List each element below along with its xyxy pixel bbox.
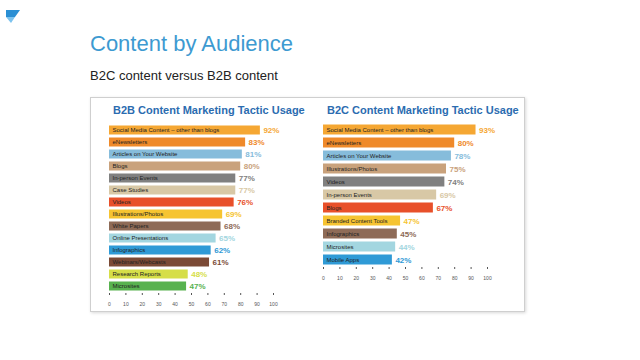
- svg-text:93%: 93%: [479, 126, 495, 135]
- svg-text:Infographics: Infographics: [113, 247, 146, 253]
- svg-text:10: 10: [337, 275, 343, 281]
- svg-text:69%: 69%: [226, 210, 242, 219]
- svg-text:40: 40: [172, 301, 178, 307]
- svg-text:48%: 48%: [191, 270, 207, 279]
- svg-text:61%: 61%: [213, 258, 229, 267]
- svg-text:62%: 62%: [214, 246, 230, 255]
- svg-text:45%: 45%: [400, 230, 416, 239]
- svg-text:80: 80: [238, 301, 244, 307]
- svg-text:Case Studies: Case Studies: [113, 187, 149, 193]
- svg-text:70: 70: [222, 301, 228, 307]
- svg-text:Research Reports: Research Reports: [113, 271, 161, 277]
- svg-text:Articles on Your Website: Articles on Your Website: [327, 153, 393, 159]
- svg-text:83%: 83%: [249, 138, 265, 147]
- html-text:B2C content versus B2B content: B2C content versus B2B content: [90, 68, 278, 83]
- svg-text:74%: 74%: [448, 178, 464, 187]
- svg-text:60: 60: [419, 275, 425, 281]
- svg-text:40: 40: [386, 275, 392, 281]
- svg-text:80%: 80%: [244, 162, 260, 171]
- svg-text:50: 50: [189, 301, 195, 307]
- svg-text:60: 60: [205, 301, 211, 307]
- svg-text:90: 90: [254, 301, 260, 307]
- svg-text:Videos: Videos: [327, 179, 345, 185]
- svg-text:10: 10: [123, 301, 129, 307]
- svg-text:69%: 69%: [440, 191, 456, 200]
- svg-text:44%: 44%: [399, 243, 415, 252]
- svg-text:20: 20: [140, 301, 146, 307]
- svg-text:Microsites: Microsites: [327, 244, 354, 250]
- svg-text:Blogs: Blogs: [113, 163, 128, 169]
- svg-text:Mobile Apps: Mobile Apps: [327, 257, 360, 263]
- svg-text:47%: 47%: [190, 282, 206, 291]
- svg-text:Social Media Content – other t: Social Media Content – other than blogs: [113, 127, 220, 133]
- svg-text:50: 50: [403, 275, 409, 281]
- svg-text:Blogs: Blogs: [327, 205, 342, 211]
- svg-text:42%: 42%: [395, 256, 411, 265]
- svg-text:30: 30: [370, 275, 376, 281]
- svg-text:Infographics: Infographics: [327, 231, 360, 237]
- svg-text:92%: 92%: [263, 126, 279, 135]
- svg-text:68%: 68%: [224, 222, 240, 231]
- svg-text:eNewsletters: eNewsletters: [327, 140, 362, 146]
- svg-text:Videos: Videos: [113, 199, 131, 205]
- svg-text:Articles on Your Website: Articles on Your Website: [113, 151, 179, 157]
- svg-text:47%: 47%: [404, 217, 420, 226]
- svg-text:0: 0: [108, 301, 111, 307]
- svg-text:100: 100: [269, 301, 278, 307]
- html-text:B2B Content Marketing Tactic U: B2B Content Marketing Tactic Usage: [113, 104, 305, 116]
- svg-text:20: 20: [354, 275, 360, 281]
- svg-text:eNewsletters: eNewsletters: [113, 139, 148, 145]
- svg-text:Webinars/Webcasts: Webinars/Webcasts: [113, 259, 166, 265]
- svg-text:75%: 75%: [450, 165, 466, 174]
- svg-text:80: 80: [452, 275, 458, 281]
- html-text:B2C Content Marketing Tactic U: B2C Content Marketing Tactic Usage: [327, 104, 519, 116]
- svg-text:Social Media Content – other t: Social Media Content – other than blogs: [327, 127, 434, 133]
- html-text:Content by Audience: Content by Audience: [90, 31, 293, 56]
- svg-text:Branded Content Tools: Branded Content Tools: [327, 218, 388, 224]
- svg-text:White Papers: White Papers: [113, 223, 149, 229]
- svg-text:65%: 65%: [219, 234, 235, 243]
- svg-text:90: 90: [468, 275, 474, 281]
- svg-text:In-person Events: In-person Events: [327, 192, 372, 198]
- svg-text:77%: 77%: [239, 174, 255, 183]
- svg-text:Illustrations/Photos: Illustrations/Photos: [327, 166, 378, 172]
- svg-text:78%: 78%: [454, 152, 470, 161]
- svg-text:81%: 81%: [245, 150, 261, 159]
- svg-text:Illustrations/Photos: Illustrations/Photos: [113, 211, 164, 217]
- svg-text:Online Presentations: Online Presentations: [113, 235, 169, 241]
- svg-text:30: 30: [156, 301, 162, 307]
- svg-text:0: 0: [322, 275, 325, 281]
- svg-text:70: 70: [436, 275, 442, 281]
- svg-text:Microsites: Microsites: [113, 283, 140, 289]
- svg-text:In-person Events: In-person Events: [113, 175, 158, 181]
- svg-text:76%: 76%: [237, 198, 253, 207]
- svg-text:67%: 67%: [436, 204, 452, 213]
- svg-text:100: 100: [483, 275, 492, 281]
- svg-text:80%: 80%: [458, 139, 474, 148]
- svg-text:77%: 77%: [239, 186, 255, 195]
